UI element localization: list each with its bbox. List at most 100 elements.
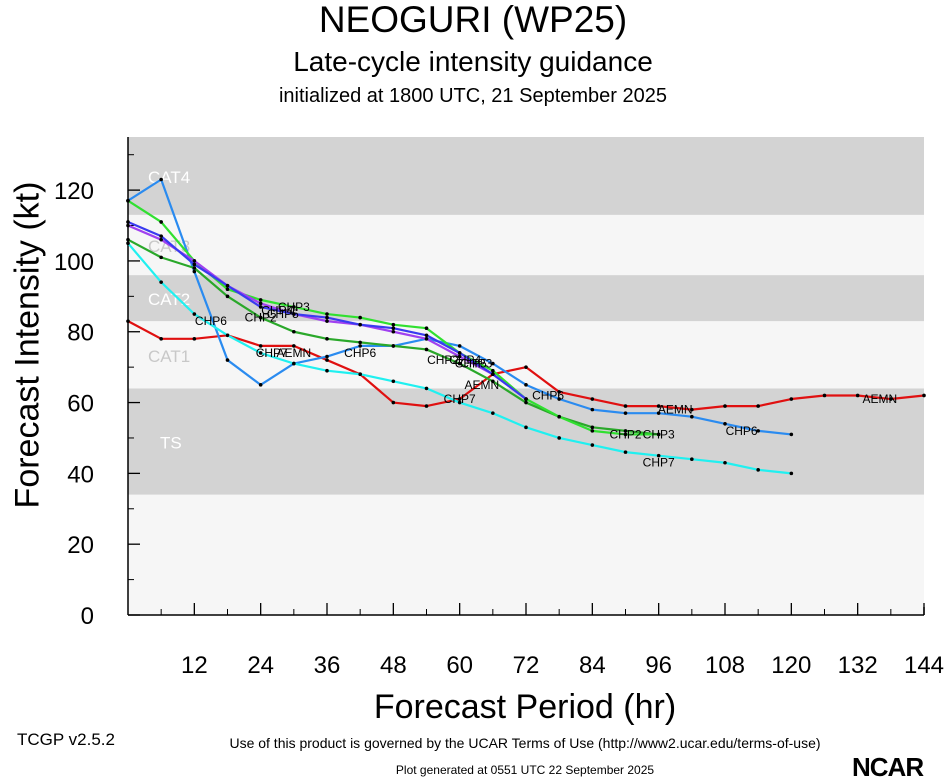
point-chp2	[192, 266, 197, 270]
x-tick-label: 84	[579, 652, 606, 679]
series-label-chp6: CHP6	[532, 388, 564, 402]
point-chp4	[258, 301, 263, 306]
band-ts	[128, 388, 924, 495]
point-aemn	[723, 404, 727, 408]
point-chp6	[524, 383, 528, 387]
y-tick-label: 40	[67, 461, 94, 488]
point-chp2	[491, 379, 495, 384]
point-chp7	[292, 361, 296, 366]
point-aemn	[756, 404, 760, 408]
point-chp2	[159, 255, 163, 260]
point-chp4	[159, 237, 163, 242]
point-chp6	[358, 344, 362, 348]
x-tick-label: 96	[645, 652, 672, 679]
series-label-chp7: CHP7	[256, 346, 288, 360]
point-chp5	[325, 315, 329, 320]
point-chp6	[590, 407, 595, 412]
point-chp6	[723, 422, 727, 426]
point-chp6	[656, 411, 661, 415]
point-chp4	[424, 337, 429, 341]
point-chp7	[159, 280, 163, 284]
point-chp2	[325, 337, 329, 341]
x-axis-label: Forecast Period (hr)	[373, 688, 677, 726]
series-label-chp2: CHP2	[427, 353, 459, 367]
point-chp7	[656, 453, 661, 458]
point-chp6	[159, 177, 163, 182]
band-label-cat1: CAT1	[148, 347, 190, 366]
point-chp3	[258, 298, 263, 302]
point-aemn	[159, 337, 163, 341]
series-label-chp3: CHP3	[643, 427, 675, 441]
point-aemn	[789, 397, 794, 401]
point-chp7	[258, 351, 263, 355]
point-chp2	[358, 340, 362, 345]
point-chp5	[258, 305, 263, 309]
point-aemn	[690, 407, 694, 412]
point-chp7	[623, 450, 628, 454]
generated-time: Plot generated at 0551 UTC 22 September …	[395, 763, 655, 777]
y-tick-label: 120	[54, 178, 94, 205]
series-label-aemn: AEMN	[658, 403, 693, 417]
point-chp7	[789, 471, 794, 476]
series-label-chp5: CHP5	[455, 357, 487, 371]
point-chp2	[126, 237, 130, 242]
y-tick-label: 60	[67, 391, 94, 418]
point-chp3	[424, 326, 429, 331]
point-chp6	[623, 411, 628, 415]
series-label-aemn: AEMN	[464, 378, 499, 392]
point-chp7	[491, 411, 495, 415]
point-chp6	[258, 383, 263, 387]
point-chp5	[358, 322, 362, 327]
y-tick-label: 20	[67, 532, 94, 559]
band-label-cat2: CAT2	[148, 290, 190, 309]
point-aemn	[922, 393, 926, 398]
series-label-chp2: CHP2	[245, 311, 277, 325]
point-aemn	[292, 344, 296, 348]
band-cat3	[128, 214, 924, 276]
series-label-aemn: AEMN	[862, 392, 897, 406]
series-label-chp2: CHP2	[609, 427, 641, 441]
series-label-chp3: CHP3	[460, 357, 492, 371]
point-chp7	[391, 379, 396, 384]
point-chp6	[690, 414, 694, 419]
point-chp5	[292, 312, 296, 316]
x-tick-label: 12	[181, 652, 208, 679]
point-chp3	[126, 198, 130, 203]
point-aemn	[391, 400, 396, 405]
point-chp6	[756, 429, 760, 433]
series-label-chp6: CHP6	[195, 314, 227, 328]
series-label-chp4: CHP4	[449, 353, 481, 367]
band-cat4	[128, 137, 924, 215]
x-tick-label: 24	[247, 652, 274, 679]
point-chp3	[159, 220, 163, 224]
point-chp5	[391, 326, 396, 331]
series-label-chp5: CHP5	[267, 307, 299, 321]
point-chp2	[457, 361, 462, 366]
point-chp2	[424, 347, 429, 352]
point-chp3	[656, 432, 661, 437]
point-chp3	[325, 312, 329, 316]
point-chp2	[623, 429, 628, 433]
point-chp7	[690, 457, 694, 462]
point-chp6	[457, 344, 462, 348]
y-axis-label: Forecast Intensity (kt)	[8, 181, 47, 509]
point-chp7	[723, 460, 727, 465]
point-aemn	[623, 404, 628, 408]
y-tick-label: 100	[54, 249, 94, 276]
point-aemn	[424, 404, 429, 408]
point-chp2	[524, 400, 528, 405]
point-aemn	[855, 393, 860, 398]
point-chp7	[424, 386, 429, 391]
point-aemn	[822, 393, 827, 398]
x-tick-label: 144	[904, 652, 944, 679]
y-tick-label: 80	[67, 320, 94, 347]
x-tick-label: 60	[446, 652, 473, 679]
point-chp2	[590, 425, 595, 430]
point-chp5	[159, 234, 163, 238]
point-chp2	[292, 329, 296, 334]
point-chp4	[192, 259, 197, 263]
band-below-ts	[128, 494, 924, 615]
point-chp4	[457, 354, 462, 359]
point-chp7	[457, 400, 462, 405]
